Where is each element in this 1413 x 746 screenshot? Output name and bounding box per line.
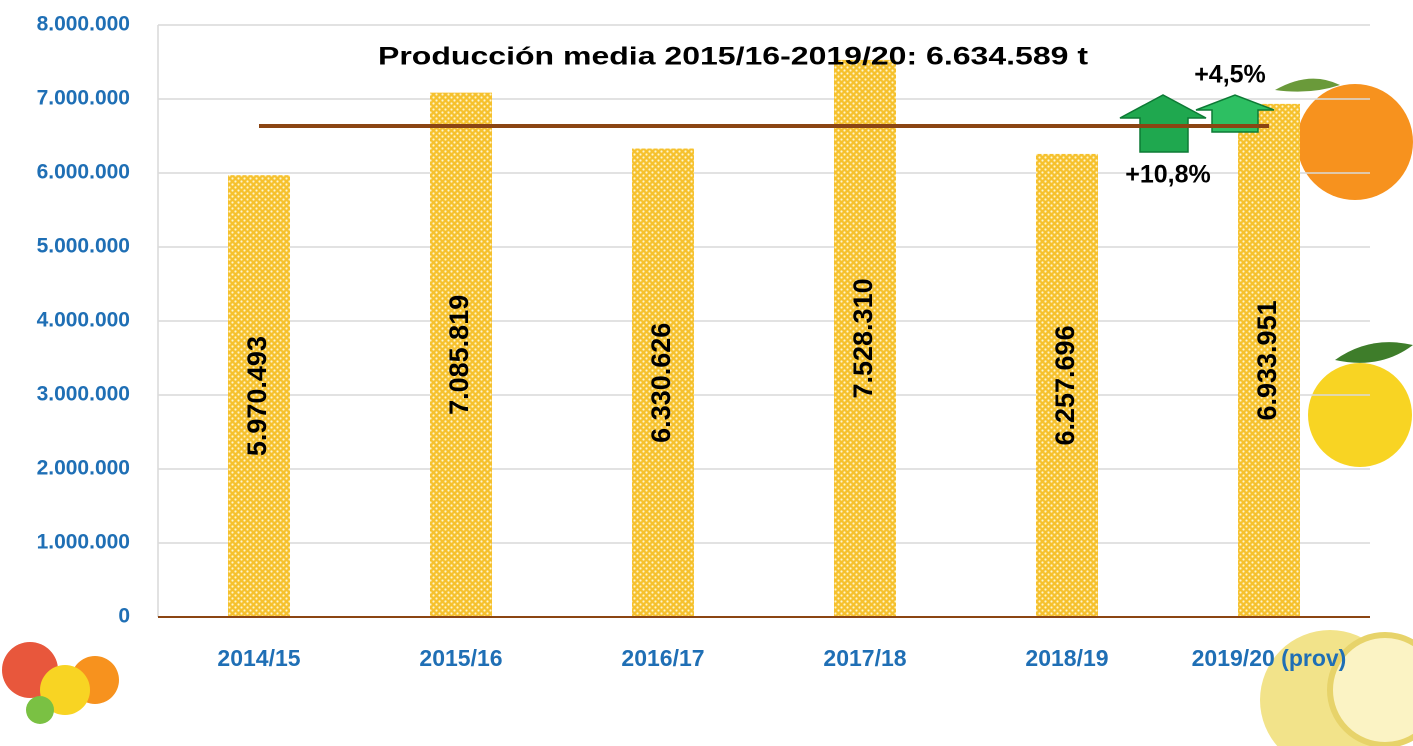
annotation: +4,5% xyxy=(1194,61,1266,89)
y-tick-label: 2.000.000 xyxy=(37,457,130,480)
bar xyxy=(632,148,694,617)
bar xyxy=(430,92,492,617)
y-tick-label: 6.000.000 xyxy=(37,161,130,184)
x-tick-label: 2018/19 xyxy=(1025,645,1108,671)
data-label: 7.085.819 xyxy=(444,295,474,415)
data-label: 7.528.310 xyxy=(848,278,878,398)
bar xyxy=(1036,153,1098,618)
x-tick-label: 2019/20 (prov) xyxy=(1192,645,1347,671)
bar xyxy=(228,175,290,617)
annotation: +10,8% xyxy=(1125,161,1211,189)
x-tick-label: 2014/15 xyxy=(217,645,300,671)
decoration xyxy=(2,78,1413,746)
bar xyxy=(1238,103,1300,617)
reference-label: Producción media 2015/16-2019/20: 6.634.… xyxy=(378,43,1089,71)
data-label: 6.330.626 xyxy=(646,323,676,443)
x-tick-label: 2016/17 xyxy=(621,645,704,671)
y-tick-label: 3.000.000 xyxy=(37,383,130,406)
data-label: 6.257.696 xyxy=(1050,325,1080,445)
y-tick-label: 5.000.000 xyxy=(37,235,130,258)
y-tick-label: 0 xyxy=(118,605,130,628)
y-tick-label: 1.000.000 xyxy=(37,531,130,554)
data-label: 5.970.493 xyxy=(242,336,272,456)
arrows xyxy=(1119,94,1275,153)
x-tick-label: 2015/16 xyxy=(419,645,502,671)
y-tick-label: 7.000.000 xyxy=(37,87,130,110)
y-tick-label: 8.000.000 xyxy=(37,13,130,36)
data-label: 6.933.951 xyxy=(1252,300,1282,420)
x-tick-label: 2017/18 xyxy=(823,645,906,671)
bar xyxy=(834,59,896,618)
y-tick-label: 4.000.000 xyxy=(37,309,130,332)
